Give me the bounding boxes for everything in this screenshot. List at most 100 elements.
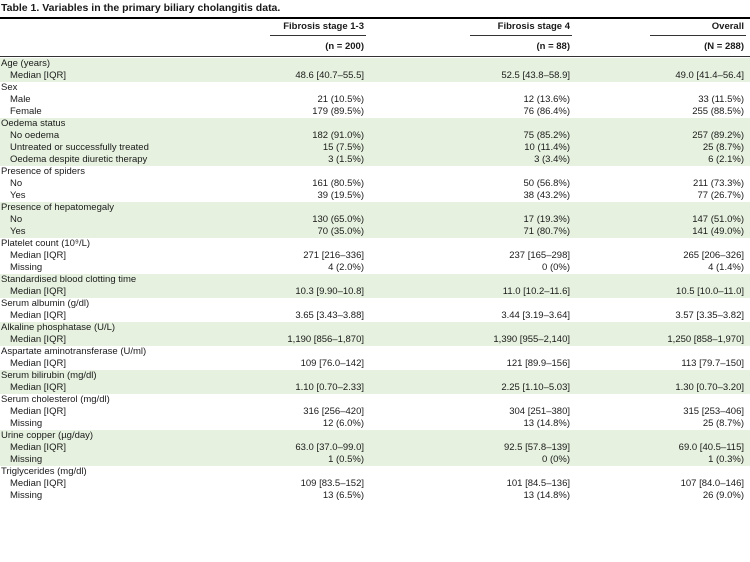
variable-name: Urine copper (µg/day) — [1, 430, 94, 441]
cell-value: 10.5 [10.0–11.0] — [676, 286, 744, 297]
cell-value: 63.0 [37.0–99.0] — [295, 442, 364, 453]
table-row: Median [IQR] 316 [256–420] 304 [251–380] 31… — [0, 406, 750, 418]
row-label: Missing — [10, 454, 43, 465]
cell-value: 77 (26.7%) — [697, 190, 744, 201]
cell-value: 316 [256–420] — [303, 406, 364, 417]
row-label: Median [IQR] — [10, 310, 66, 321]
cell-value: 257 (89.2%) — [692, 130, 744, 141]
row-label: Yes — [10, 190, 26, 201]
variable-group-row: Age (years) — [0, 58, 750, 70]
table-row: Male 21 (10.5%) 12 (13.6%) 33 (11.5%) — [0, 94, 750, 106]
variable-name: Sex — [1, 82, 18, 93]
cell-value: 1.10 [0.70–2.33] — [295, 382, 364, 393]
table-row: Median [IQR] 109 [76.0–142] 121 [89.9–156]… — [0, 358, 750, 370]
row-label: Female — [10, 106, 42, 117]
cell-value: 255 (88.5%) — [692, 106, 744, 117]
table-row: No 161 (80.5%) 50 (56.8%) 211 (73.3%) — [0, 178, 750, 190]
cell-value: 49.0 [41.4–56.4] — [675, 70, 744, 81]
cell-value: 38 (43.2%) — [523, 190, 570, 201]
cell-value: 3 (1.5%) — [328, 154, 364, 165]
row-label: Median [IQR] — [10, 442, 66, 453]
cell-value: 25 (8.7%) — [702, 142, 744, 153]
variable-group-row: Aspartate aminotransferase (U/ml) — [0, 346, 750, 358]
cell-value: 121 [89.9–156] — [506, 358, 570, 369]
variable-group-row: Standardised blood clotting time — [0, 274, 750, 286]
cell-value: 182 (91.0%) — [312, 130, 364, 141]
cell-value: 0 (0%) — [542, 262, 570, 273]
cell-value: 4 (1.4%) — [708, 262, 744, 273]
row-label: Male — [10, 94, 31, 105]
variable-group-row: Triglycerides (mg/dl) — [0, 466, 750, 478]
cell-value: 109 [83.5–152] — [300, 478, 364, 489]
variable-name: Alkaline phosphatase (U/L) — [1, 322, 116, 333]
cell-value: 10 (11.4%) — [524, 142, 570, 153]
row-label: No oedema — [10, 130, 60, 141]
variable-name: Triglycerides (mg/dl) — [1, 466, 87, 477]
row-label: No — [10, 178, 23, 189]
cell-value: 75 (85.2%) — [523, 130, 570, 141]
table-body: Age (years) Median [IQR] 48.6 [40.7–55.5] 5… — [0, 58, 750, 502]
row-label: Oedema despite diuretic therapy — [10, 154, 148, 165]
table-caption: Table 1. Variables in the primary biliar… — [1, 2, 281, 14]
cell-value: 76 (86.4%) — [523, 106, 570, 117]
cell-value: 70 (35.0%) — [317, 226, 364, 237]
table-row: Missing 13 (6.5%) 13 (14.8%) 26 (9.0%) — [0, 490, 750, 502]
cell-value: 1,390 [955–2,140] — [493, 334, 570, 345]
variable-name: Serum bilirubin (mg/dl) — [1, 370, 97, 381]
table-row: Median [IQR] 3.65 [3.43–3.88] 3.44 [3.19–3… — [0, 310, 750, 322]
row-label: Untreated or successfully treated — [10, 142, 149, 153]
cell-value: 211 (73.3%) — [692, 178, 744, 189]
variable-name: Presence of spiders — [1, 166, 85, 177]
row-label: Missing — [10, 490, 43, 501]
cell-value: 21 (10.5%) — [317, 94, 364, 105]
cell-value: 13 (14.8%) — [523, 418, 570, 429]
cell-value: 101 [84.5–136] — [506, 478, 570, 489]
table-row: Median [IQR] 63.0 [37.0–99.0] 92.5 [57.8–1… — [0, 442, 750, 454]
cell-value: 6 (2.1%) — [708, 154, 744, 165]
table-row: No 130 (65.0%) 17 (19.3%) 147 (51.0%) — [0, 214, 750, 226]
cell-value: 315 [253–406] — [683, 406, 744, 417]
table-row: Median [IQR] 1.10 [0.70–2.33] 2.25 [1.10–5… — [0, 382, 750, 394]
variable-name: Oedema status — [1, 118, 66, 129]
row-label: Missing — [10, 262, 43, 273]
cell-value: 52.5 [43.8–58.9] — [501, 70, 570, 81]
cell-value: 92.5 [57.8–139] — [503, 442, 570, 453]
cell-value: 10.3 [9.90–10.8] — [295, 286, 364, 297]
cell-value: 15 (7.5%) — [322, 142, 364, 153]
column-underline-1 — [270, 35, 366, 36]
cell-value: 11.0 [10.2–11.6] — [502, 286, 570, 297]
variable-group-row: Urine copper (µg/day) — [0, 430, 750, 442]
table-row: Yes 70 (35.0%) 71 (80.7%) 141 (49.0%) — [0, 226, 750, 238]
row-label: Median [IQR] — [10, 478, 66, 489]
row-label: No — [10, 214, 23, 225]
cell-value: 0 (0%) — [542, 454, 570, 465]
column-header-fibrosis-1-3: Fibrosis stage 1-3 — [283, 21, 364, 32]
row-label: Median [IQR] — [10, 250, 66, 261]
cell-value: 39 (19.5%) — [317, 190, 364, 201]
column-n-fibrosis-1-3: (n = 200) — [325, 41, 364, 52]
column-n-fibrosis-4: (n = 88) — [536, 41, 570, 52]
cell-value: 13 (6.5%) — [322, 490, 364, 501]
cell-value: 3.57 [3.35–3.82] — [675, 310, 744, 321]
table-row: Missing 4 (2.0%) 0 (0%) 4 (1.4%) — [0, 262, 750, 274]
table-row: Median [IQR] 271 [216–336] 237 [165–298] 26… — [0, 250, 750, 262]
cell-value: 265 [206–326] — [683, 250, 744, 261]
column-header-overall: Overall — [711, 21, 744, 32]
row-label: Median [IQR] — [10, 406, 66, 417]
variable-group-row: Sex — [0, 82, 750, 94]
cell-value: 237 [165–298] — [509, 250, 570, 261]
cell-value: 1,190 [856–1,870] — [287, 334, 364, 345]
row-label: Median [IQR] — [10, 70, 66, 81]
variable-group-row: Presence of hepatomegaly — [0, 202, 750, 214]
variable-group-row: Serum cholesterol (mg/dl) — [0, 394, 750, 406]
column-underline-2 — [470, 35, 572, 36]
cell-value: 161 (80.5%) — [312, 178, 364, 189]
column-n-overall: (N = 288) — [704, 41, 744, 52]
column-header-fibrosis-4: Fibrosis stage 4 — [497, 21, 570, 32]
cell-value: 12 (13.6%) — [523, 94, 570, 105]
row-label: Median [IQR] — [10, 286, 66, 297]
cell-value: 50 (56.8%) — [523, 178, 570, 189]
cell-value: 71 (80.7%) — [523, 226, 570, 237]
cell-value: 26 (9.0%) — [702, 490, 744, 501]
table-row: Median [IQR] 109 [83.5–152] 101 [84.5–136]… — [0, 478, 750, 490]
